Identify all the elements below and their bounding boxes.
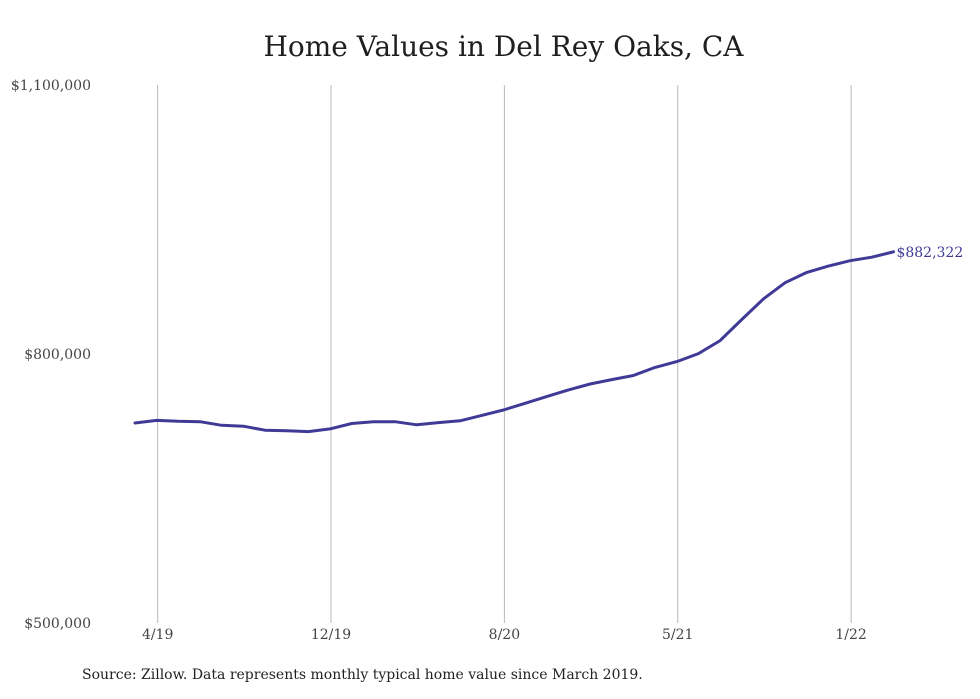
x-tick-label: 8/20 (489, 627, 520, 643)
x-tick-label: 1/22 (835, 627, 866, 643)
gridlines (157, 85, 852, 623)
x-tick-label: 12/19 (311, 627, 351, 643)
series-line (133, 250, 895, 434)
x-tick-label: 4/19 (142, 627, 173, 643)
chart-title: Home Values in Del Rey Oaks, CA (263, 30, 744, 63)
end-value-label: $882,322 (896, 245, 963, 261)
y-tick-label: $1,100,000 (11, 78, 91, 94)
x-axis: 4/19 12/19 8/20 5/21 1/22 (142, 627, 867, 643)
y-tick-label: $500,000 (24, 616, 91, 632)
source-note: Source: Zillow. Data represents monthly … (82, 667, 643, 683)
y-axis: $500,000 $800,000 $1,100,000 (11, 78, 91, 632)
series: $882,322 (133, 245, 963, 434)
y-tick-label: $800,000 (24, 347, 91, 363)
x-tick-label: 5/21 (662, 627, 693, 643)
